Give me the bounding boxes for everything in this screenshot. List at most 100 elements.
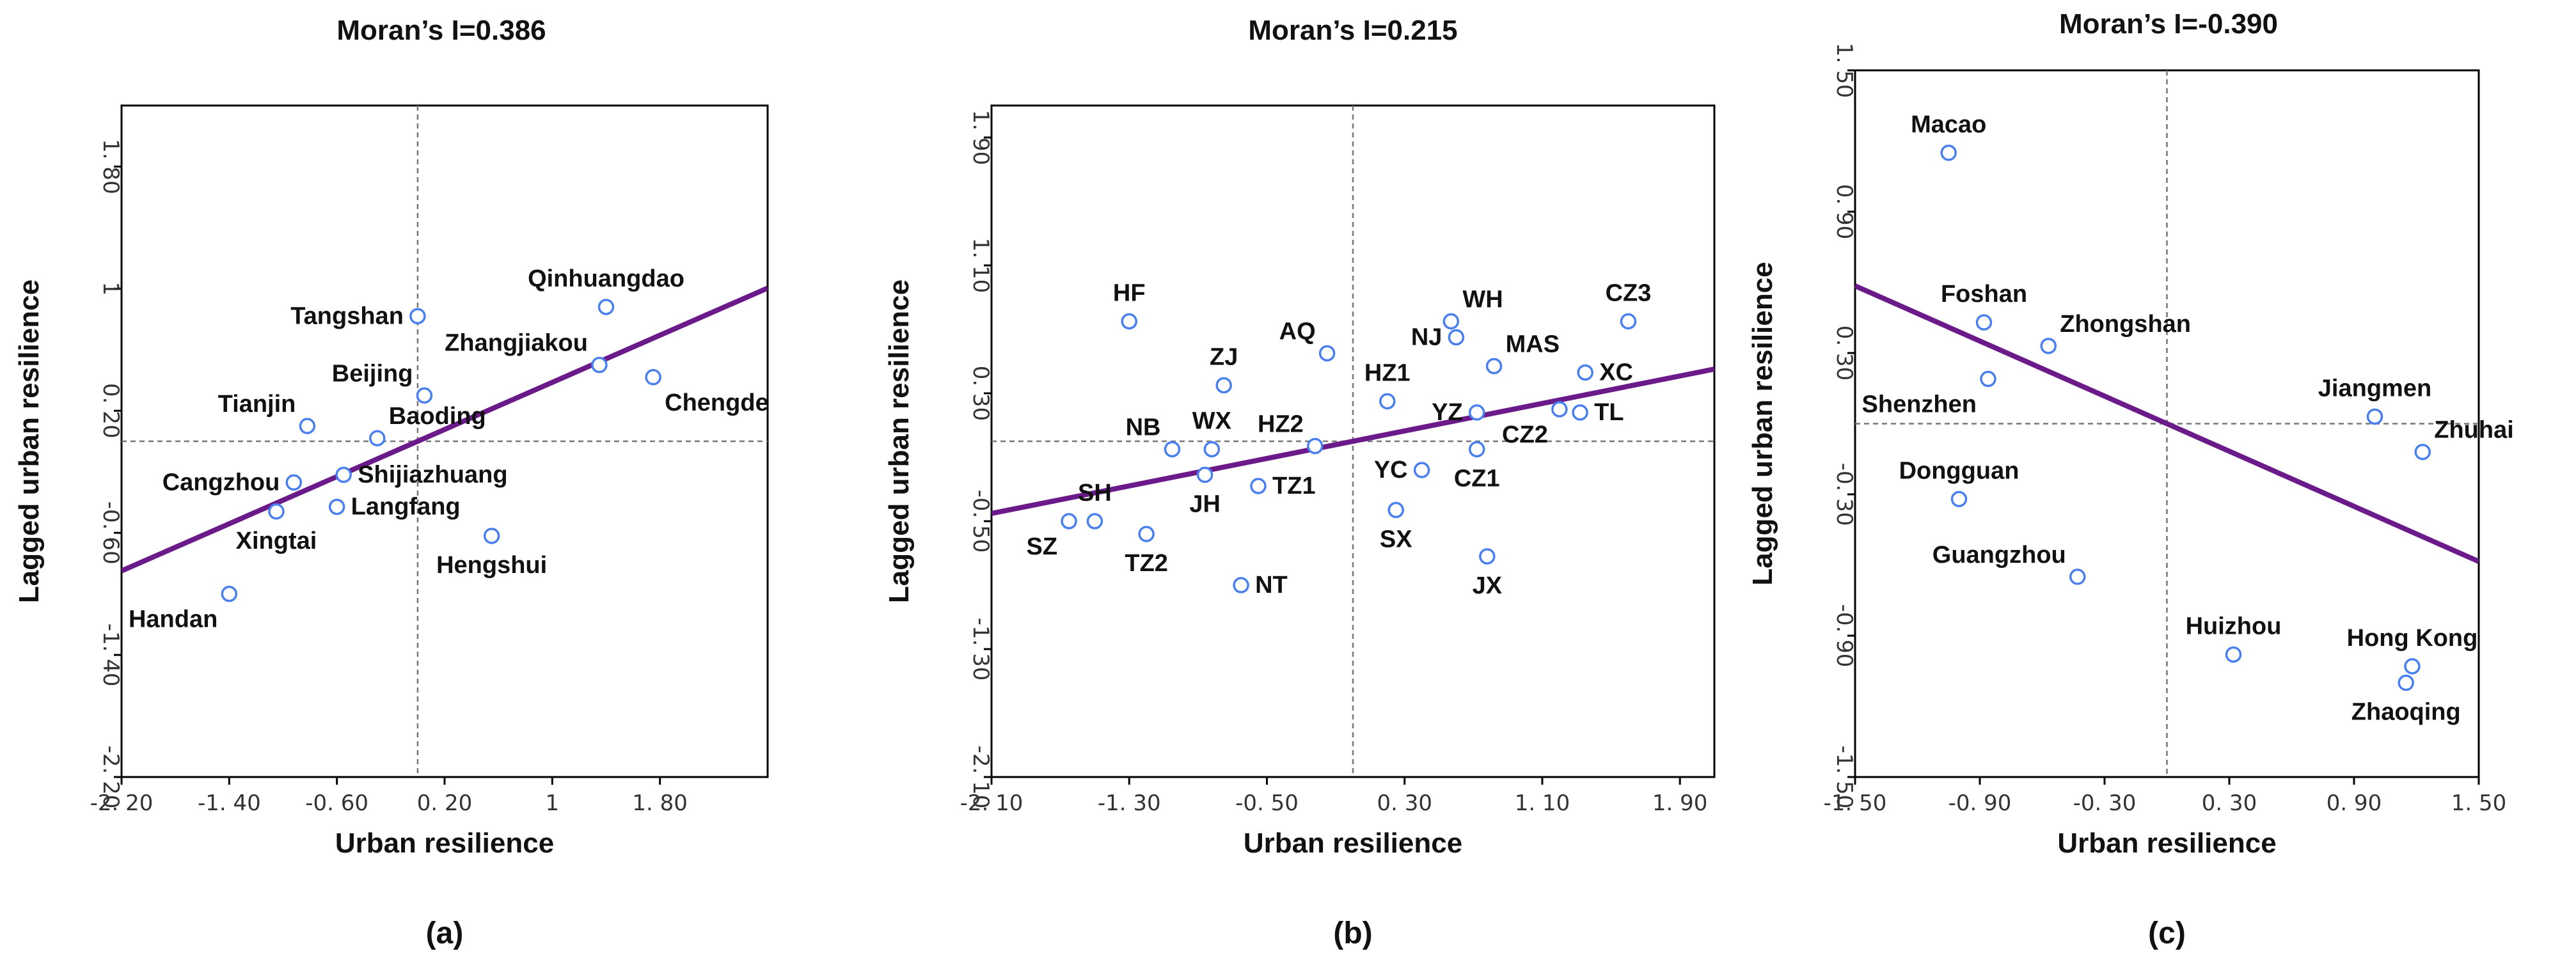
point-label: Zhuhai <box>2434 417 2514 444</box>
point-label: Zhongshan <box>2060 311 2191 338</box>
data-point-huizhou <box>2225 646 2242 663</box>
data-point-hong-kong <box>2404 658 2421 675</box>
point-label: Dongguan <box>1899 457 2019 484</box>
x-tick-label: -0. 50 <box>1235 790 1299 816</box>
data-point-langfang <box>328 498 345 515</box>
point-label: NJ <box>1411 324 1442 351</box>
point-label: CZ3 <box>1606 280 1652 307</box>
y-tick-label: -1. 30 <box>968 618 993 681</box>
point-label: Shijiazhuang <box>358 462 507 489</box>
data-point-nt <box>1233 577 1249 593</box>
data-point-baoding <box>369 430 386 446</box>
x-tick-label: 1. 10 <box>1515 790 1570 816</box>
data-point-cz1 <box>1468 441 1485 458</box>
point-label: Handan <box>129 606 217 633</box>
scatter-panel-3: Moran’s I=-0.390 -1. 50 -0. 90 -0. 30 0. 30 0… <box>1747 8 2514 950</box>
point-label: YC <box>1374 457 1408 483</box>
y-tick-label: 0. 30 <box>1831 326 1857 381</box>
y-tick-label: -2. 20 <box>98 746 123 809</box>
x-tick-label: -1. 40 <box>198 790 261 816</box>
x-tick-label: 1 <box>546 790 560 816</box>
x-tick-label: -0. 60 <box>305 790 368 816</box>
y-tick-label: 1 <box>98 282 123 296</box>
point-label: TZ2 <box>1125 550 1168 577</box>
point-label: MAS <box>1506 331 1560 358</box>
y-tick-label: -0. 60 <box>98 501 123 565</box>
point-label: XC <box>1599 359 1633 386</box>
data-point-dongguan <box>1950 491 1968 508</box>
data-point-tz2 <box>1138 526 1155 542</box>
panel-caption: (b) <box>1333 916 1372 950</box>
y-tick-label: 0. 30 <box>968 366 993 421</box>
point-label: SX <box>1380 526 1412 553</box>
data-point-zhangjiakou <box>591 356 608 373</box>
x-axis-label: Urban resilience <box>335 828 554 859</box>
point-label: Tianjin <box>218 391 296 418</box>
y-tick-label: -2. 10 <box>968 746 993 809</box>
data-point-jx <box>1479 548 1496 565</box>
point-label: Cangzhou <box>162 469 280 496</box>
point-label: Qinhuangdao <box>528 265 684 292</box>
data-point-nb <box>1164 441 1181 458</box>
regression-line <box>992 366 1714 516</box>
panel-caption: (a) <box>426 916 464 950</box>
point-label: CZ2 <box>1502 421 1548 448</box>
x-tick-label: 1. 80 <box>632 790 688 816</box>
data-point-beijing <box>416 387 433 404</box>
data-point-shijiazhuang <box>335 466 352 483</box>
data-point-jiangmen <box>2366 408 2383 425</box>
data-point-zhuhai <box>2414 443 2431 460</box>
x-tick-label: -2. 20 <box>90 790 154 816</box>
data-point-zj <box>1215 377 1232 394</box>
data-point-hengshui <box>483 528 500 544</box>
panel-title: Moran’s I=0.215 <box>1248 15 1457 46</box>
y-tick-label: 1. 90 <box>968 110 993 166</box>
x-tick-label: 1. 90 <box>1652 790 1708 816</box>
data-point-foshan <box>1975 314 1993 331</box>
scatter-panel-1: Moran’s I=0.386 -2. 20 -1. 40 -0. 60 0. 20 1 1… <box>13 15 769 950</box>
point-label: YZ <box>1432 399 1463 426</box>
point-label: Tangshan <box>290 302 404 329</box>
point-label: Xingtai <box>236 528 317 554</box>
data-point-guangzhou <box>2069 569 2086 585</box>
data-point-xc <box>1577 364 1593 381</box>
y-tick-label: 0. 90 <box>1831 184 1857 240</box>
y-tick-label: 1. 10 <box>968 238 993 294</box>
y-axis-label: Lagged urban resilience <box>13 279 45 603</box>
point-label: Beijing <box>332 360 413 387</box>
point-label: NT <box>1255 572 1288 599</box>
point-label: Huizhou <box>2186 613 2282 640</box>
panel-title: Moran’s I=-0.390 <box>2059 8 2278 40</box>
point-label: HZ2 <box>1258 411 1304 438</box>
y-tick-label: -0. 50 <box>968 490 993 553</box>
data-point-qinhuangdao <box>597 299 615 315</box>
x-tick-label: -2. 10 <box>960 790 1023 816</box>
point-label: Langfang <box>351 494 461 521</box>
data-point-hz1 <box>1379 393 1396 410</box>
data-point-tz1 <box>1250 478 1267 494</box>
data-point-hz2 <box>1307 437 1324 455</box>
x-axis-label: Urban resilience <box>1244 828 1462 859</box>
x-tick-label: 1. 50 <box>2451 790 2507 816</box>
y-tick-label: 1. 50 <box>1831 43 1857 98</box>
point-label: Zhaoqing <box>2351 699 2461 726</box>
point-label: Shenzhen <box>1862 391 1977 418</box>
y-tick-label: 1. 80 <box>98 139 123 194</box>
y-axis-label: Lagged urban resilience <box>883 279 915 603</box>
data-point-tl <box>1572 404 1588 421</box>
data-point-cz2 <box>1551 401 1568 418</box>
data-point-zhaoqing <box>2398 674 2414 691</box>
data-point-sz <box>1061 513 1077 530</box>
point-label: HF <box>1113 280 1146 307</box>
point-label: SH <box>1078 480 1112 506</box>
x-tick-label: 0. 30 <box>2202 790 2257 816</box>
y-axis-label: Lagged urban resilience <box>1747 262 1778 585</box>
point-label: TZ1 <box>1272 473 1316 499</box>
data-point-macao <box>1940 145 1957 161</box>
data-point-zhongshan <box>2040 338 2057 354</box>
point-label: NB <box>1126 414 1161 441</box>
y-tick-label: -1. 40 <box>98 624 123 687</box>
data-point-tianjin <box>299 418 316 434</box>
point-label: Hong Kong <box>2347 625 2478 652</box>
